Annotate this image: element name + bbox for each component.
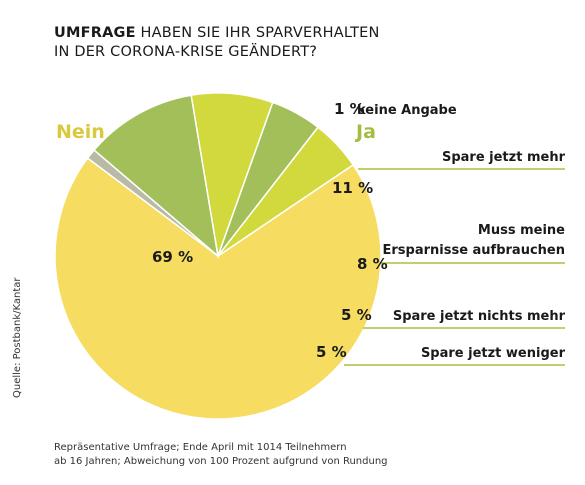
footnote-line1: Repräsentative Umfrage; Ende April mit 1… <box>54 441 388 455</box>
category-label-spare-jetzt-nichts-mehr: Spare jetzt nichts mehr <box>393 309 566 324</box>
footnote-line2: ab 16 Jahren; Abweichung von 100 Prozent… <box>54 455 388 469</box>
group-label-nein: Nein <box>56 121 105 143</box>
category-label-spare-jetzt-mehr: Spare jetzt mehr <box>442 150 566 165</box>
value-label-5: 5 % <box>341 306 372 324</box>
category-label-muss-meine-ersparnisse-aufbrauchen-2: Ersparnisse aufbrauchen <box>382 243 565 258</box>
category-label-keine-angabe: keine Angabe <box>357 103 457 118</box>
value-label-3: 11 % <box>332 179 373 197</box>
category-label-muss-meine-ersparnisse-aufbrauchen-1: Muss meine <box>478 223 565 238</box>
footnote: Repräsentative Umfrage; Ende April mit 1… <box>54 441 388 469</box>
source-note: Quelle: Postbank/Kantar <box>12 277 23 398</box>
category-label-spare-jetzt-weniger: Spare jetzt weniger <box>421 346 566 361</box>
value-label-6: 5 % <box>316 343 347 361</box>
value-label-1: 69 % <box>152 248 193 266</box>
group-label-ja: Ja <box>354 121 376 143</box>
